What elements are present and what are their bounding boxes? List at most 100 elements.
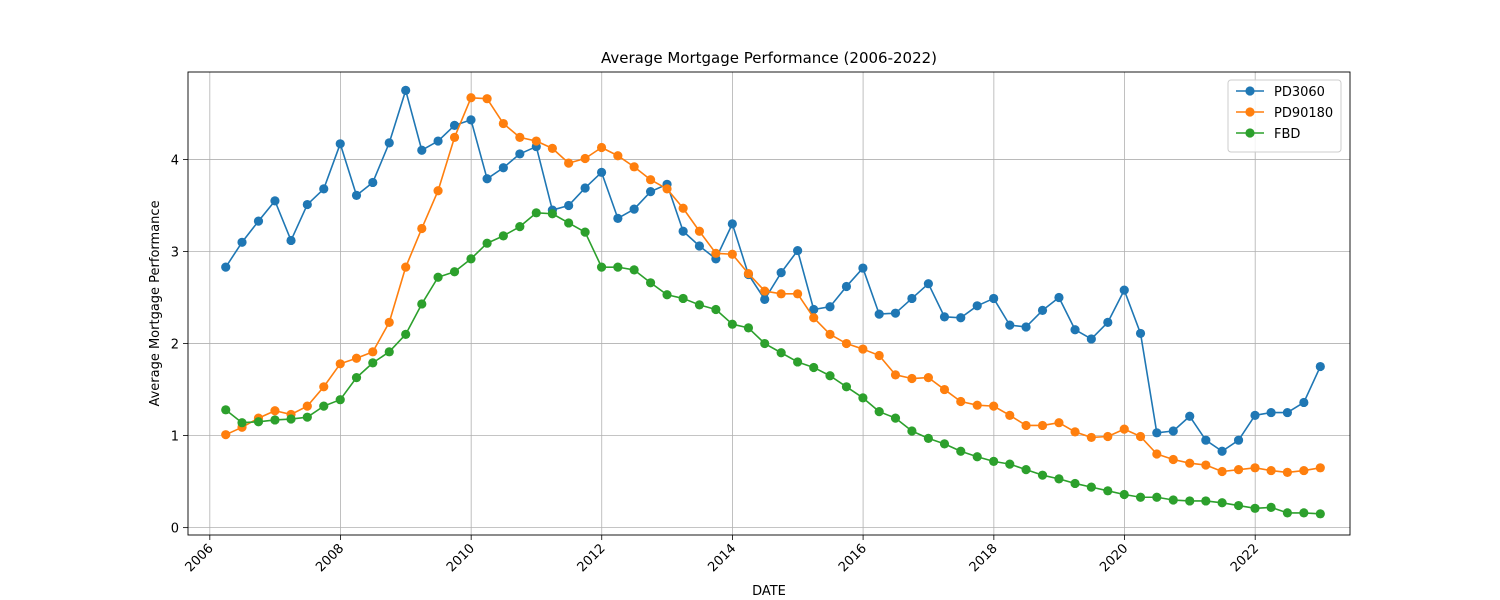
data-point-pd90180 [335, 359, 345, 369]
data-point-pd3060 [760, 294, 770, 304]
legend-swatch-marker [1245, 86, 1255, 96]
data-point-fbd [956, 446, 966, 456]
data-point-pd90180 [1021, 420, 1031, 431]
data-point-pd3060 [1103, 317, 1113, 327]
data-point-pd90180 [498, 118, 508, 129]
data-point-fbd [1103, 486, 1113, 496]
data-point-pd90180 [613, 151, 623, 161]
data-point-fbd [384, 347, 394, 357]
data-point-fbd [596, 262, 607, 272]
data-point-pd3060 [1070, 325, 1080, 335]
data-point-pd90180 [629, 162, 639, 172]
data-point-pd90180 [384, 317, 394, 327]
data-point-fbd [989, 456, 999, 466]
series-pd90180 [221, 93, 1325, 478]
data-point-fbd [1201, 496, 1211, 506]
data-point-fbd [302, 412, 312, 422]
data-point-pd3060 [727, 219, 737, 229]
data-point-pd90180 [531, 136, 541, 146]
legend-label: PD3060 [1274, 85, 1325, 100]
data-point-pd3060 [237, 237, 247, 247]
data-point-pd3060 [858, 263, 868, 273]
data-point-pd3060 [694, 241, 705, 251]
data-point-fbd [841, 382, 852, 392]
data-point-pd90180 [401, 262, 411, 272]
data-point-pd3060 [809, 304, 819, 315]
data-point-pd90180 [1037, 420, 1048, 431]
data-point-pd3060 [645, 187, 656, 197]
data-point-fbd [319, 401, 329, 411]
data-point-fbd [466, 254, 476, 264]
data-point-fbd [1119, 489, 1129, 500]
data-point-fbd [270, 415, 280, 425]
data-point-pd3060 [1282, 407, 1292, 418]
data-point-pd3060 [825, 302, 835, 312]
legend-swatch-marker [1245, 128, 1255, 138]
data-point-pd3060 [351, 190, 362, 200]
data-point-fbd [1005, 459, 1015, 469]
data-point-pd90180 [1315, 463, 1325, 473]
data-point-fbd [694, 300, 705, 310]
data-point-pd3060 [433, 136, 443, 146]
plot-frame [187, 71, 1351, 536]
data-point-pd90180 [1119, 424, 1129, 434]
data-point-pd3060 [286, 235, 296, 246]
data-point-fbd [678, 293, 688, 304]
data-point-pd90180 [368, 347, 378, 357]
data-point-pd90180 [515, 132, 525, 142]
data-point-pd3060 [1266, 407, 1276, 418]
data-point-fbd [417, 299, 427, 309]
data-point-pd90180 [1185, 458, 1195, 468]
data-point-pd3060 [319, 184, 329, 194]
data-point-fbd [711, 304, 721, 315]
data-point-pd3060 [1054, 292, 1064, 303]
y-axis-label: Average Mortgage Performance [148, 200, 163, 406]
series-pd3060 [221, 85, 1325, 456]
data-point-pd90180 [319, 382, 329, 392]
series-fbd [221, 208, 1325, 519]
data-point-fbd [1250, 503, 1260, 513]
data-point-fbd [1217, 498, 1227, 508]
y-tick-label: 0 [171, 522, 179, 537]
data-point-fbd [743, 323, 754, 333]
data-point-pd90180 [1266, 465, 1276, 476]
series-line-pd3060 [225, 89, 1322, 453]
data-point-fbd [923, 433, 933, 443]
data-point-fbd [1168, 495, 1178, 505]
data-point-fbd [531, 208, 541, 218]
data-point-pd3060 [776, 268, 786, 278]
data-point-pd3060 [1037, 305, 1048, 315]
data-point-pd3060 [629, 204, 639, 214]
legend-label: PD90180 [1274, 106, 1333, 121]
data-point-pd3060 [368, 177, 378, 188]
data-point-fbd [1152, 492, 1162, 502]
data-point-pd90180 [221, 430, 231, 440]
data-point-pd3060 [793, 245, 803, 256]
data-point-pd90180 [433, 186, 443, 196]
data-point-fbd [1021, 465, 1031, 475]
data-point-fbd [221, 405, 231, 415]
data-point-pd90180 [694, 226, 705, 236]
data-point-fbd [907, 426, 917, 436]
chart-title: Average Mortgage Performance (2006-2022) [601, 49, 937, 67]
data-point-fbd [253, 417, 264, 427]
data-point-fbd [351, 373, 362, 383]
data-point-pd90180 [858, 344, 868, 354]
data-point-pd90180 [1201, 460, 1211, 470]
data-point-pd3060 [302, 199, 312, 210]
data-point-pd90180 [482, 94, 492, 104]
data-point-pd90180 [711, 248, 721, 258]
data-point-pd90180 [793, 289, 803, 299]
legend-box [1227, 79, 1342, 153]
data-point-fbd [629, 265, 639, 275]
data-point-fbd [793, 357, 803, 367]
data-point-pd3060 [466, 115, 476, 125]
data-point-fbd [890, 413, 901, 423]
data-point-pd90180 [1054, 418, 1064, 428]
legend-item-fbd: FBD [1236, 127, 1300, 142]
data-point-pd3060 [972, 301, 982, 311]
data-point-fbd [727, 319, 737, 329]
data-point-pd90180 [809, 313, 819, 323]
y-tick-label: 3 [171, 245, 179, 260]
data-point-pd3060 [596, 167, 607, 177]
